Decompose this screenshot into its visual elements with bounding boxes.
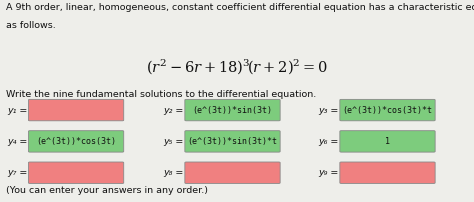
Text: y₃ =: y₃ = — [319, 106, 339, 115]
Text: A 9th order, linear, homogeneous, constant coefficient differential equation has: A 9th order, linear, homogeneous, consta… — [6, 3, 474, 12]
FancyBboxPatch shape — [185, 131, 280, 152]
Text: (e^(3t))*cos(3t): (e^(3t))*cos(3t) — [36, 137, 116, 146]
FancyBboxPatch shape — [28, 131, 124, 152]
Text: (e^(3t))*sin(3t): (e^(3t))*sin(3t) — [192, 106, 273, 115]
Text: as follows.: as follows. — [6, 21, 55, 30]
FancyBboxPatch shape — [28, 99, 124, 121]
FancyBboxPatch shape — [185, 162, 280, 183]
Text: (You can enter your answers in any order.): (You can enter your answers in any order… — [6, 186, 208, 195]
Text: $\left(r^2-6r+18\right)^3\!\left(r+2\right)^2=0$: $\left(r^2-6r+18\right)^3\!\left(r+2\rig… — [146, 57, 328, 76]
Text: y₁ =: y₁ = — [7, 106, 27, 115]
Text: Write the nine fundamental solutions to the differential equation.: Write the nine fundamental solutions to … — [6, 90, 316, 99]
Text: y₅ =: y₅ = — [164, 137, 184, 146]
Text: y₇ =: y₇ = — [7, 168, 27, 177]
FancyBboxPatch shape — [340, 99, 435, 121]
Text: y₂ =: y₂ = — [164, 106, 184, 115]
Text: y₄ =: y₄ = — [7, 137, 27, 146]
Text: (e^(3t))*sin(3t)*t: (e^(3t))*sin(3t)*t — [188, 137, 277, 146]
FancyBboxPatch shape — [28, 162, 124, 183]
FancyBboxPatch shape — [185, 99, 280, 121]
Text: 1: 1 — [385, 137, 390, 146]
Text: y₈ =: y₈ = — [164, 168, 184, 177]
Text: (e^(3t))*cos(3t)*t: (e^(3t))*cos(3t)*t — [343, 106, 432, 115]
Text: y₉ =: y₉ = — [319, 168, 339, 177]
FancyBboxPatch shape — [340, 162, 435, 183]
Text: y₆ =: y₆ = — [319, 137, 339, 146]
FancyBboxPatch shape — [340, 131, 435, 152]
